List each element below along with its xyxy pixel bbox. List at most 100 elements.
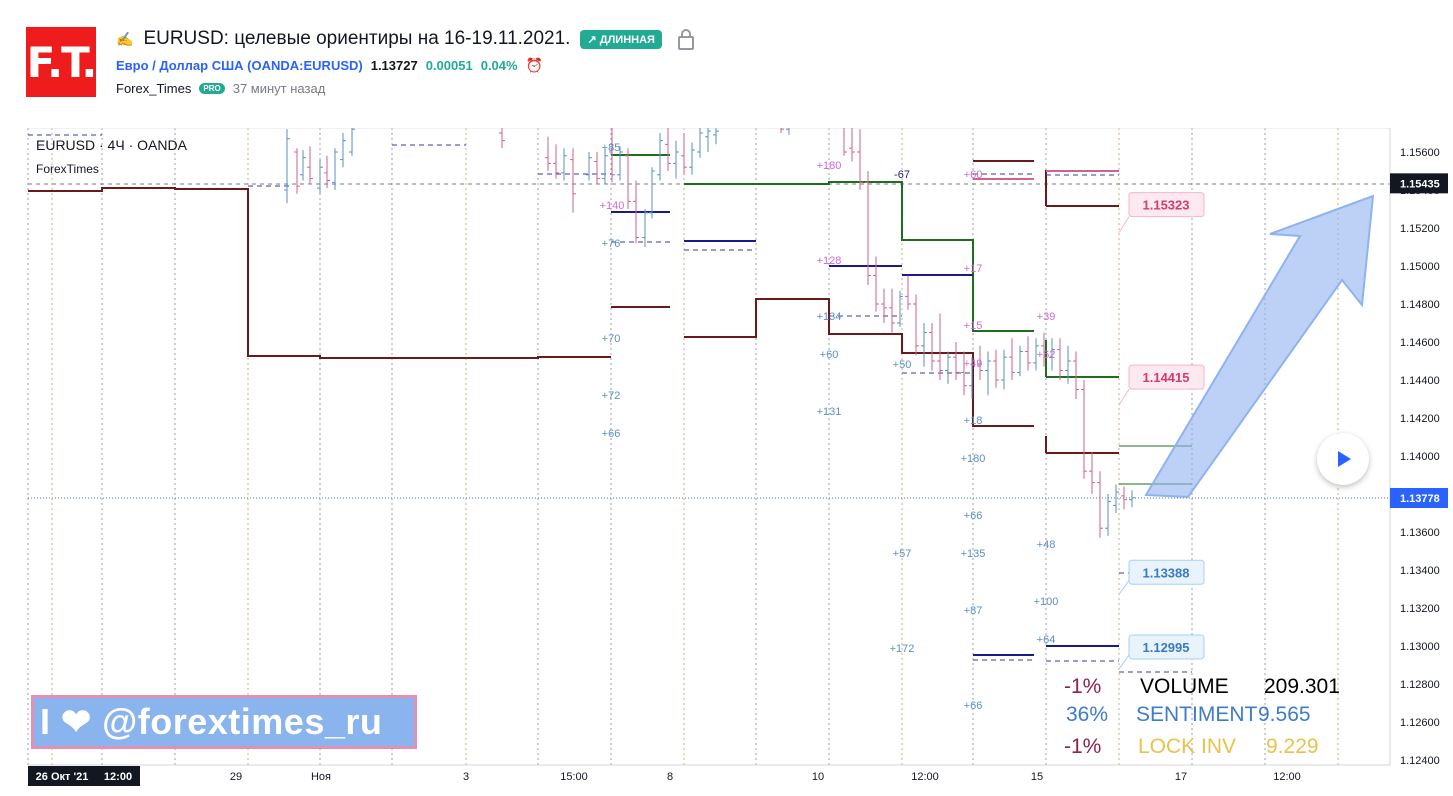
candle xyxy=(1089,452,1095,494)
candle xyxy=(1113,484,1119,513)
candle xyxy=(937,313,943,380)
candle xyxy=(349,128,355,156)
candle xyxy=(284,129,290,204)
volume-annotation: +87 xyxy=(964,605,983,617)
volume-annotation: +180 xyxy=(817,160,842,172)
symbol-link[interactable]: Евро / Доллар США (OANDA:EURUSD) xyxy=(116,58,363,73)
price-tick-label: 1.12600 xyxy=(1400,717,1440,729)
volume-annotation: +57 xyxy=(893,548,912,560)
candle xyxy=(1025,336,1031,371)
price-tick-label: 1.13000 xyxy=(1400,641,1440,653)
price-tick-label: 1.13400 xyxy=(1400,565,1440,577)
candle xyxy=(913,294,919,356)
candle xyxy=(594,152,600,185)
alert-clock-icon[interactable]: ⏰ xyxy=(525,57,544,73)
candle xyxy=(889,288,895,333)
volume-annotation: +60 xyxy=(820,349,839,361)
title-row: ✍ EURUSD: целевые ориентиры на 16-19.11.… xyxy=(116,28,694,50)
pro-badge: PRO xyxy=(199,83,225,94)
time-tick-label: 12:00 xyxy=(104,771,132,783)
long-badge: ↗ ДЛИННАЯ xyxy=(580,29,662,49)
candle xyxy=(340,133,346,168)
candle xyxy=(602,148,608,185)
candle xyxy=(1017,345,1023,377)
volume-annotation: +131 xyxy=(817,406,842,418)
time-tick-label: 26 Окт '21 xyxy=(36,771,89,783)
chart-legend-symbol[interactable]: EURUSD · 4Ч · OANDA xyxy=(36,137,187,153)
time-axis-bg xyxy=(0,765,1453,791)
target-label-text: 1.13388 xyxy=(1143,565,1190,580)
candle xyxy=(307,146,313,185)
candle xyxy=(689,142,695,175)
candle xyxy=(545,136,551,171)
volume-annotation: +66 xyxy=(602,428,621,440)
candle xyxy=(499,128,505,149)
lock-label: LOCK INV xyxy=(1138,735,1237,758)
candle xyxy=(841,126,847,156)
volume-annotation: +50 xyxy=(893,359,912,371)
target-label: 1.15323 xyxy=(1118,192,1205,233)
candle xyxy=(713,128,719,145)
volume-annotation: +70 xyxy=(602,333,621,345)
price-tick-label: 1.14800 xyxy=(1400,299,1440,311)
candle xyxy=(673,140,679,179)
candle xyxy=(633,180,639,244)
candle xyxy=(865,171,871,285)
volume-annotation: -67 xyxy=(894,169,910,181)
target-label-text: 1.14415 xyxy=(1143,370,1190,385)
candle xyxy=(332,148,338,190)
author-logo[interactable]: F.T. xyxy=(26,27,98,97)
volume-annotation: +134 xyxy=(817,311,842,323)
candle xyxy=(921,323,927,367)
volume-annotation: +85 xyxy=(602,142,621,154)
candle xyxy=(778,126,784,133)
time-tick-label: Ноя xyxy=(311,771,331,783)
price-tick-label: 1.15200 xyxy=(1400,223,1440,235)
target-label-text: 1.12995 xyxy=(1143,640,1190,655)
logo-text: F.T. xyxy=(26,37,98,87)
price-tick-label: 1.15600 xyxy=(1400,147,1440,159)
author-row: Forex_Times PRO 37 минут назад xyxy=(116,81,325,96)
time-axis[interactable]: 26 Окт '21 12:00 29 Ноя 3 15:00 8 10 12:00 15 17 12… xyxy=(0,764,1453,791)
volume-annotation: +62 xyxy=(1037,349,1056,361)
price-tick-label: 1.14000 xyxy=(1400,451,1440,463)
volume-annotation: +66 xyxy=(964,700,983,712)
candle xyxy=(897,290,903,327)
candle xyxy=(953,342,959,380)
play-button[interactable] xyxy=(1317,433,1369,485)
volume-annotation: +15 xyxy=(964,320,983,332)
volume-annotation: +72 xyxy=(602,390,621,402)
candle xyxy=(625,148,631,209)
time-tick-label: 8 xyxy=(667,771,673,783)
lock-icon xyxy=(677,29,694,50)
chart-legend-indicator[interactable]: ForexTimes xyxy=(36,162,99,176)
time-tick-label: 12:00 xyxy=(911,771,939,783)
idea-header: F.T. ✍ EURUSD: целевые ориентиры на 16-1… xyxy=(0,0,1453,125)
price-chart-svg: +85 +140 +76 +70 +72 +66 +180 +128 +134 +60 +131 -6… xyxy=(0,126,1453,791)
candle xyxy=(849,128,855,162)
candle xyxy=(1129,490,1135,508)
time-tick-label: 15:00 xyxy=(560,771,588,783)
play-icon xyxy=(1338,451,1351,467)
sentiment-label: SENTIMENT xyxy=(1136,703,1258,726)
volume-annotation: +48 xyxy=(1037,539,1056,551)
candles xyxy=(284,126,1135,538)
current-price-label: 1.13778 xyxy=(1400,493,1440,505)
author-name[interactable]: Forex_Times xyxy=(116,81,192,96)
target-label-box xyxy=(1128,559,1205,585)
candle xyxy=(553,144,559,179)
target-label-box xyxy=(1128,192,1205,218)
sentiment-value: 9.565 xyxy=(1258,703,1311,726)
chart-area[interactable]: +85 +140 +76 +70 +72 +66 +180 +128 +134 +60 +131 -6… xyxy=(0,126,1453,791)
candle xyxy=(609,128,615,183)
price-tick-label: 1.13200 xyxy=(1400,603,1440,615)
volume-annotation: +64 xyxy=(1037,634,1056,646)
candle xyxy=(300,150,306,181)
volume-annotations: +85 +140 +76 +70 +72 +66 +180 +128 +134 +60 +131 -6… xyxy=(600,142,1059,712)
target-label: 1.14415 xyxy=(1118,364,1205,406)
target-label-box xyxy=(1128,634,1205,660)
candle xyxy=(1105,494,1111,536)
price-axis[interactable]: 1.156001.154001.152001.150001.148001.146… xyxy=(1389,128,1453,767)
volume-annotation: +100 xyxy=(1034,596,1059,608)
target-label-box xyxy=(1128,364,1205,390)
